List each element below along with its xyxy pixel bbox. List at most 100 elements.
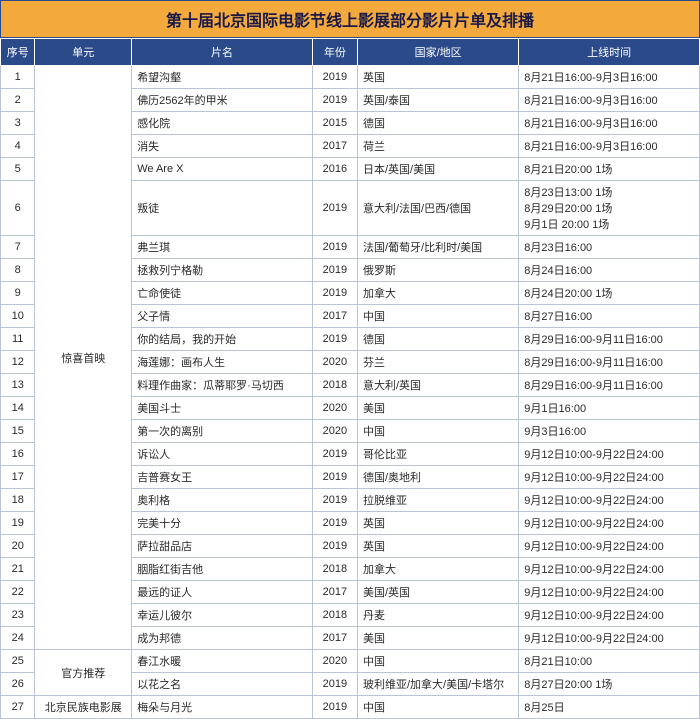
cell-year: 2020 bbox=[312, 397, 357, 420]
cell-name: 幸运儿彼尔 bbox=[132, 604, 313, 627]
cell-country: 中国 bbox=[358, 650, 519, 673]
table-body: 1惊喜首映希望沟壑2019英国8月21日16:00-9月3日16:002佛历25… bbox=[1, 66, 700, 719]
cell-time: 8月21日16:00-9月3日16:00 bbox=[519, 135, 700, 158]
cell-name: 料理作曲家：瓜蒂耶罗·马切西 bbox=[132, 374, 313, 397]
schedule-table: 序号 单元 片名 年份 国家/地区 上线时间 1惊喜首映希望沟壑2019英国8月… bbox=[0, 38, 700, 719]
cell-country: 法国/葡萄牙/比利时/美国 bbox=[358, 236, 519, 259]
cell-seq: 13 bbox=[1, 374, 35, 397]
cell-time: 9月12日10:00-9月22日24:00 bbox=[519, 627, 700, 650]
cell-time: 8月23日16:00 bbox=[519, 236, 700, 259]
cell-name: 梅朵与月光 bbox=[132, 696, 313, 719]
cell-name: 希望沟壑 bbox=[132, 66, 313, 89]
cell-time: 9月12日10:00-9月22日24:00 bbox=[519, 489, 700, 512]
cell-year: 2017 bbox=[312, 581, 357, 604]
cell-country: 中国 bbox=[358, 305, 519, 328]
cell-country: 拉脱维亚 bbox=[358, 489, 519, 512]
cell-name: 第一次的离别 bbox=[132, 420, 313, 443]
cell-country: 德国 bbox=[358, 328, 519, 351]
cell-time: 8月24日20:00 1场 bbox=[519, 282, 700, 305]
cell-year: 2019 bbox=[312, 673, 357, 696]
cell-seq: 19 bbox=[1, 512, 35, 535]
cell-name: 拯救列宁格勒 bbox=[132, 259, 313, 282]
cell-seq: 26 bbox=[1, 673, 35, 696]
cell-time: 9月12日10:00-9月22日24:00 bbox=[519, 512, 700, 535]
cell-year: 2019 bbox=[312, 259, 357, 282]
cell-name: 吉普赛女王 bbox=[132, 466, 313, 489]
cell-country: 加拿大 bbox=[358, 558, 519, 581]
cell-seq: 27 bbox=[1, 696, 35, 719]
col-header-unit: 单元 bbox=[35, 39, 132, 66]
col-header-year: 年份 bbox=[312, 39, 357, 66]
cell-unit: 官方推荐 bbox=[35, 650, 132, 696]
cell-time: 9月12日10:00-9月22日24:00 bbox=[519, 466, 700, 489]
cell-seq: 4 bbox=[1, 135, 35, 158]
cell-name: 佛历2562年的甲米 bbox=[132, 89, 313, 112]
cell-country: 德国 bbox=[358, 112, 519, 135]
cell-time: 8月29日16:00-9月11日16:00 bbox=[519, 374, 700, 397]
cell-name: 胭脂红街吉他 bbox=[132, 558, 313, 581]
cell-year: 2019 bbox=[312, 328, 357, 351]
cell-name: 奥利格 bbox=[132, 489, 313, 512]
cell-time: 8月21日20:00 1场 bbox=[519, 158, 700, 181]
col-header-time: 上线时间 bbox=[519, 39, 700, 66]
cell-seq: 7 bbox=[1, 236, 35, 259]
cell-seq: 21 bbox=[1, 558, 35, 581]
cell-time: 8月25日 bbox=[519, 696, 700, 719]
cell-name: 最远的证人 bbox=[132, 581, 313, 604]
cell-time: 8月27日16:00 bbox=[519, 305, 700, 328]
col-header-seq: 序号 bbox=[1, 39, 35, 66]
cell-year: 2017 bbox=[312, 135, 357, 158]
cell-country: 荷兰 bbox=[358, 135, 519, 158]
page-title: 第十届北京国际电影节线上影展部分影片片单及排播 bbox=[0, 0, 700, 38]
cell-year: 2017 bbox=[312, 305, 357, 328]
cell-name: 以花之名 bbox=[132, 673, 313, 696]
cell-country: 意大利/法国/巴西/德国 bbox=[358, 181, 519, 236]
cell-time: 9月12日10:00-9月22日24:00 bbox=[519, 535, 700, 558]
cell-year: 2019 bbox=[312, 89, 357, 112]
cell-time: 8月21日16:00-9月3日16:00 bbox=[519, 112, 700, 135]
cell-country: 芬兰 bbox=[358, 351, 519, 374]
cell-seq: 23 bbox=[1, 604, 35, 627]
cell-year: 2019 bbox=[312, 696, 357, 719]
cell-time: 9月12日10:00-9月22日24:00 bbox=[519, 443, 700, 466]
header-row: 序号 单元 片名 年份 国家/地区 上线时间 bbox=[1, 39, 700, 66]
cell-year: 2019 bbox=[312, 282, 357, 305]
table-row: 1惊喜首映希望沟壑2019英国8月21日16:00-9月3日16:00 bbox=[1, 66, 700, 89]
cell-country: 意大利/英国 bbox=[358, 374, 519, 397]
cell-name: 消失 bbox=[132, 135, 313, 158]
cell-seq: 3 bbox=[1, 112, 35, 135]
cell-year: 2020 bbox=[312, 650, 357, 673]
cell-unit: 北京民族电影展 bbox=[35, 696, 132, 719]
cell-name: 萨拉甜品店 bbox=[132, 535, 313, 558]
cell-seq: 5 bbox=[1, 158, 35, 181]
cell-seq: 8 bbox=[1, 259, 35, 282]
cell-country: 加拿大 bbox=[358, 282, 519, 305]
cell-country: 德国/奥地利 bbox=[358, 466, 519, 489]
cell-country: 玻利维亚/加拿大/美国/卡塔尔 bbox=[358, 673, 519, 696]
cell-time: 8月21日10:00 bbox=[519, 650, 700, 673]
cell-year: 2020 bbox=[312, 351, 357, 374]
cell-year: 2019 bbox=[312, 512, 357, 535]
cell-seq: 24 bbox=[1, 627, 35, 650]
cell-year: 2019 bbox=[312, 535, 357, 558]
cell-year: 2019 bbox=[312, 181, 357, 236]
cell-country: 英国 bbox=[358, 66, 519, 89]
cell-country: 美国/英国 bbox=[358, 581, 519, 604]
cell-time: 8月24日16:00 bbox=[519, 259, 700, 282]
cell-name: 诉讼人 bbox=[132, 443, 313, 466]
cell-seq: 15 bbox=[1, 420, 35, 443]
cell-name: We Are X bbox=[132, 158, 313, 181]
cell-name: 成为邦德 bbox=[132, 627, 313, 650]
cell-seq: 6 bbox=[1, 181, 35, 236]
schedule-container: 第十届北京国际电影节线上影展部分影片片单及排播 序号 单元 片名 年份 国家/地… bbox=[0, 0, 700, 719]
cell-name: 弗兰琪 bbox=[132, 236, 313, 259]
cell-name: 亡命使徒 bbox=[132, 282, 313, 305]
cell-seq: 10 bbox=[1, 305, 35, 328]
cell-seq: 11 bbox=[1, 328, 35, 351]
cell-name: 春江水暖 bbox=[132, 650, 313, 673]
cell-unit: 惊喜首映 bbox=[35, 66, 132, 650]
cell-country: 日本/英国/美国 bbox=[358, 158, 519, 181]
cell-country: 中国 bbox=[358, 420, 519, 443]
cell-year: 2019 bbox=[312, 66, 357, 89]
cell-time: 8月27日20:00 1场 bbox=[519, 673, 700, 696]
